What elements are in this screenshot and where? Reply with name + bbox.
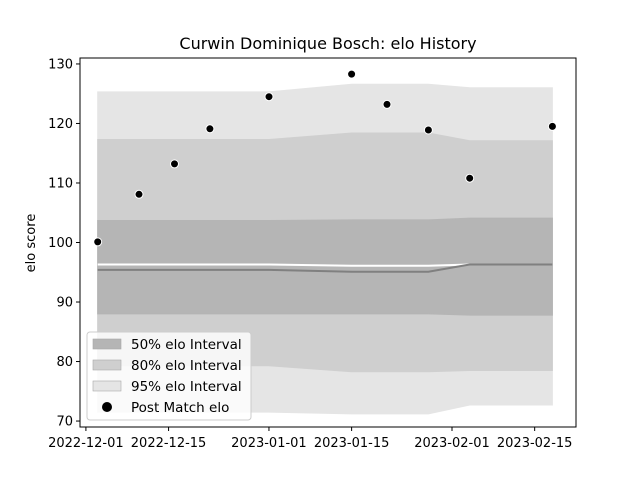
x-tick-label: 2022-12-15 — [131, 436, 207, 451]
post-match-points — [93, 69, 557, 247]
center-lines — [97, 263, 553, 273]
legend: 50% elo Interval 80% elo Interval 95% elo … — [86, 331, 252, 421]
center-line-dark — [97, 263, 553, 273]
legend-label: 95% elo Interval — [131, 379, 242, 395]
x-tick-label: 2023-02-15 — [497, 436, 573, 451]
data-point — [547, 121, 557, 131]
legend-label: Post Match elo — [131, 400, 229, 416]
legend-box — [86, 331, 252, 421]
data-point — [465, 173, 475, 183]
x-axis: 2022-12-01 2022-12-15 2023-01-01 2023-01-15… — [48, 427, 572, 451]
data-point — [347, 69, 357, 79]
data-point — [264, 92, 274, 102]
legend-label: 80% elo Interval — [131, 358, 242, 374]
legend-swatch — [92, 380, 122, 392]
y-axis: 70 80 90 100 110 120 130 — [48, 57, 80, 430]
data-point — [382, 99, 392, 109]
y-tick-label: 120 — [48, 117, 73, 132]
data-point — [205, 124, 215, 134]
legend-marker — [102, 402, 112, 412]
legend-swatch — [92, 338, 122, 350]
y-tick-label: 100 — [48, 236, 73, 251]
x-tick-label: 2023-02-01 — [414, 436, 490, 451]
x-tick-label: 2023-01-01 — [231, 436, 307, 451]
interval-band-2 — [97, 217, 553, 316]
interval-bands — [97, 83, 553, 415]
x-tick-label: 2023-01-15 — [314, 436, 390, 451]
legend-label: 50% elo Interval — [131, 337, 242, 353]
y-tick-label: 80 — [56, 355, 73, 370]
data-point — [93, 237, 103, 247]
data-point — [170, 159, 179, 169]
x-tick-label: 2022-12-01 — [48, 436, 124, 451]
chart-title: Curwin Dominique Bosch: elo History — [179, 34, 476, 53]
y-tick-label: 90 — [56, 296, 73, 311]
y-axis-label: elo score — [24, 214, 39, 273]
y-tick-label: 70 — [56, 415, 73, 430]
legend-swatch — [92, 359, 122, 371]
data-point — [134, 189, 144, 199]
y-tick-label: 110 — [48, 176, 73, 191]
data-point — [423, 125, 433, 135]
y-tick-label: 130 — [48, 57, 73, 72]
